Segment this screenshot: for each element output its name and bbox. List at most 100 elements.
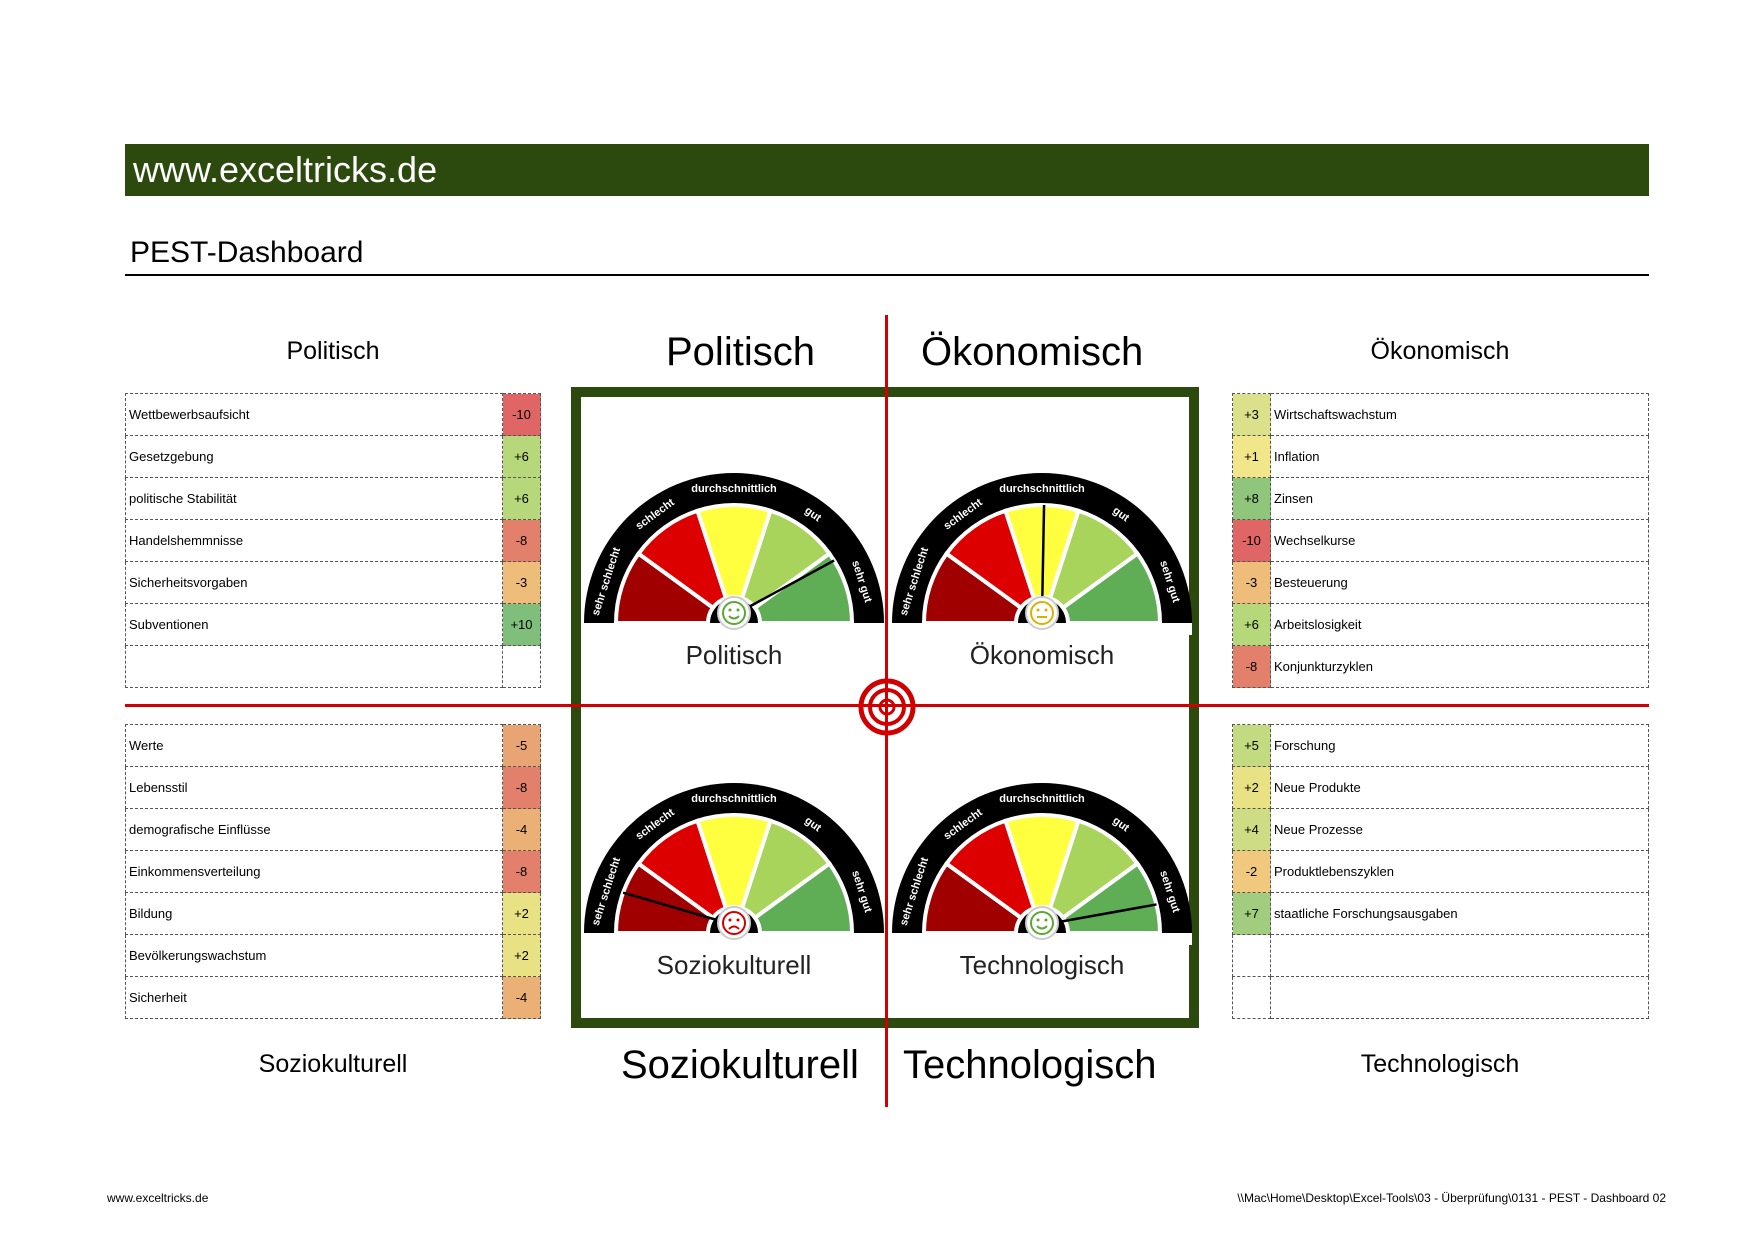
quadrant-heading-oekonomisch: Ökonomisch (921, 330, 1144, 374)
quadrant-heading-soziokulturell: Soziokulturell (621, 1043, 859, 1087)
table-row: +6 Arbeitslosigkeit (1232, 603, 1649, 646)
factor-label[interactable]: Produktlebenszyklen (1270, 850, 1649, 893)
factor-label[interactable] (1270, 976, 1649, 1019)
factor-score[interactable]: -4 (502, 976, 541, 1019)
table-row: +5 Forschung (1232, 724, 1649, 767)
factor-score[interactable]: -2 (1232, 850, 1271, 893)
table-row: -10 Wechselkurse (1232, 519, 1649, 562)
factor-score[interactable]: +6 (502, 477, 541, 520)
factor-score[interactable]: +2 (502, 934, 541, 977)
sad-face-icon (717, 906, 751, 940)
factor-score[interactable]: +7 (1232, 892, 1271, 935)
factor-score[interactable] (1232, 976, 1271, 1019)
factor-score[interactable]: -8 (1232, 645, 1271, 688)
table-row: +8 Zinsen (1232, 477, 1649, 520)
gauge-needle (733, 559, 835, 617)
factor-label[interactable]: Sicherheit (125, 976, 503, 1019)
factor-label[interactable]: demografische Einflüsse (125, 808, 503, 851)
factor-score[interactable]: +2 (1232, 766, 1271, 809)
table-row: Sicherheit -4 (125, 976, 541, 1019)
page-title: PEST-Dashboard (130, 236, 364, 269)
factor-score[interactable]: +2 (502, 892, 541, 935)
vertical-axis-line (885, 315, 888, 1107)
gauge-needle (1041, 903, 1157, 927)
factor-score[interactable]: -8 (502, 519, 541, 562)
table-oekonomisch: +3 Wirtschaftswachstum +1 Inflation +8 Zinsen… (1232, 393, 1649, 688)
title-underline (125, 274, 1649, 276)
gauge-needle (622, 891, 735, 927)
factor-score[interactable] (502, 645, 541, 688)
factor-label[interactable]: Gesetzgebung (125, 435, 503, 478)
gauge-label: Ökonomisch (969, 640, 1115, 670)
factor-score[interactable]: +6 (502, 435, 541, 478)
factor-label[interactable] (125, 645, 503, 688)
table-row: Sicherheitsvorgaben -3 (125, 561, 541, 604)
factor-score[interactable]: -4 (502, 808, 541, 851)
factor-label[interactable]: Forschung (1270, 724, 1649, 767)
table-row: -2 Produktlebenszyklen (1232, 850, 1649, 893)
factor-score[interactable]: +1 (1232, 435, 1271, 478)
gauge-dial: sehr schlechtschlechtdurchschnittlichgut… (584, 473, 884, 635)
factor-label[interactable]: Neue Prozesse (1270, 808, 1649, 851)
table-row: Lebensstil -8 (125, 766, 541, 809)
factor-label[interactable]: Werte (125, 724, 503, 767)
factor-score[interactable]: -10 (1232, 519, 1271, 562)
factor-score[interactable]: +8 (1232, 477, 1271, 520)
factor-label[interactable]: staatliche Forschungsausgaben (1270, 892, 1649, 935)
factor-score[interactable] (1232, 934, 1271, 977)
factor-score[interactable]: +3 (1232, 393, 1271, 436)
factor-score[interactable]: -8 (502, 850, 541, 893)
table-row: -3 Besteuerung (1232, 561, 1649, 604)
quadrant-heading-politisch: Politisch (666, 330, 815, 374)
factor-label[interactable]: Sicherheitsvorgaben (125, 561, 503, 604)
factor-label[interactable]: Arbeitslosigkeit (1270, 603, 1649, 646)
table-row: Gesetzgebung +6 (125, 435, 541, 478)
gauge-oekonomisch: sehr schlecht schlecht durchschnittlich gut… (892, 455, 1192, 695)
gauge-dial: sehr schlechtschlechtdurchschnittlichgut… (892, 473, 1192, 635)
factor-label[interactable]: Wechselkurse (1270, 519, 1649, 562)
gauge-technologisch: sehr schlecht schlecht durchschnittlich gut… (892, 765, 1192, 1005)
factor-label[interactable]: politische Stabilität (125, 477, 503, 520)
factor-label[interactable]: Konjunkturzyklen (1270, 645, 1649, 688)
table-row (1232, 934, 1649, 977)
table-row: Handelshemmnisse -8 (125, 519, 541, 562)
factor-label[interactable]: Wirtschaftswachstum (1270, 393, 1649, 436)
horizontal-axis-line (125, 704, 1649, 707)
factor-score[interactable]: +4 (1232, 808, 1271, 851)
factor-label[interactable]: Einkommensverteilung (125, 850, 503, 893)
factor-label[interactable]: Bevölkerungswachstum (125, 934, 503, 977)
table-row: demografische Einflüsse -4 (125, 808, 541, 851)
factor-score[interactable]: -3 (502, 561, 541, 604)
table-row: Einkommensverteilung -8 (125, 850, 541, 893)
table-row: Subventionen +10 (125, 603, 541, 646)
factor-score[interactable]: +6 (1232, 603, 1271, 646)
table-row: Bevölkerungswachstum +2 (125, 934, 541, 977)
quadrant-heading-technologisch: Technologisch (903, 1043, 1157, 1087)
factor-score[interactable]: -10 (502, 393, 541, 436)
factor-label[interactable]: Lebensstil (125, 766, 503, 809)
factor-label[interactable]: Handelshemmnisse (125, 519, 503, 562)
factor-label[interactable]: Zinsen (1270, 477, 1649, 520)
table-heading-technologisch: Technologisch (1360, 1050, 1520, 1078)
factor-score[interactable]: +10 (502, 603, 541, 646)
factor-score[interactable]: -3 (1232, 561, 1271, 604)
factor-label[interactable]: Neue Produkte (1270, 766, 1649, 809)
factor-label[interactable]: Bildung (125, 892, 503, 935)
factor-label[interactable] (1270, 934, 1649, 977)
factor-score[interactable]: -5 (502, 724, 541, 767)
gauge-label: Soziokulturell (656, 950, 812, 980)
table-soziokulturell: Werte -5 Lebensstil -8 demografische Einflüs… (125, 724, 541, 1019)
factor-score[interactable]: +5 (1232, 724, 1271, 767)
gauge-scale-label: durchschnittlich (691, 483, 777, 495)
factor-label[interactable]: Subventionen (125, 603, 503, 646)
factor-score[interactable]: -8 (502, 766, 541, 809)
table-row (125, 645, 541, 688)
gauge-scale-label: durchschnittlich (691, 793, 777, 805)
factor-label[interactable]: Inflation (1270, 435, 1649, 478)
happy-face-icon (1025, 906, 1059, 940)
site-banner: www.exceltricks.de (125, 144, 1649, 196)
factor-label[interactable]: Besteuerung (1270, 561, 1649, 604)
footer-site: www.exceltricks.de (107, 1191, 209, 1205)
factor-label[interactable]: Wettbewerbsaufsicht (125, 393, 503, 436)
table-row: +3 Wirtschaftswachstum (1232, 393, 1649, 436)
